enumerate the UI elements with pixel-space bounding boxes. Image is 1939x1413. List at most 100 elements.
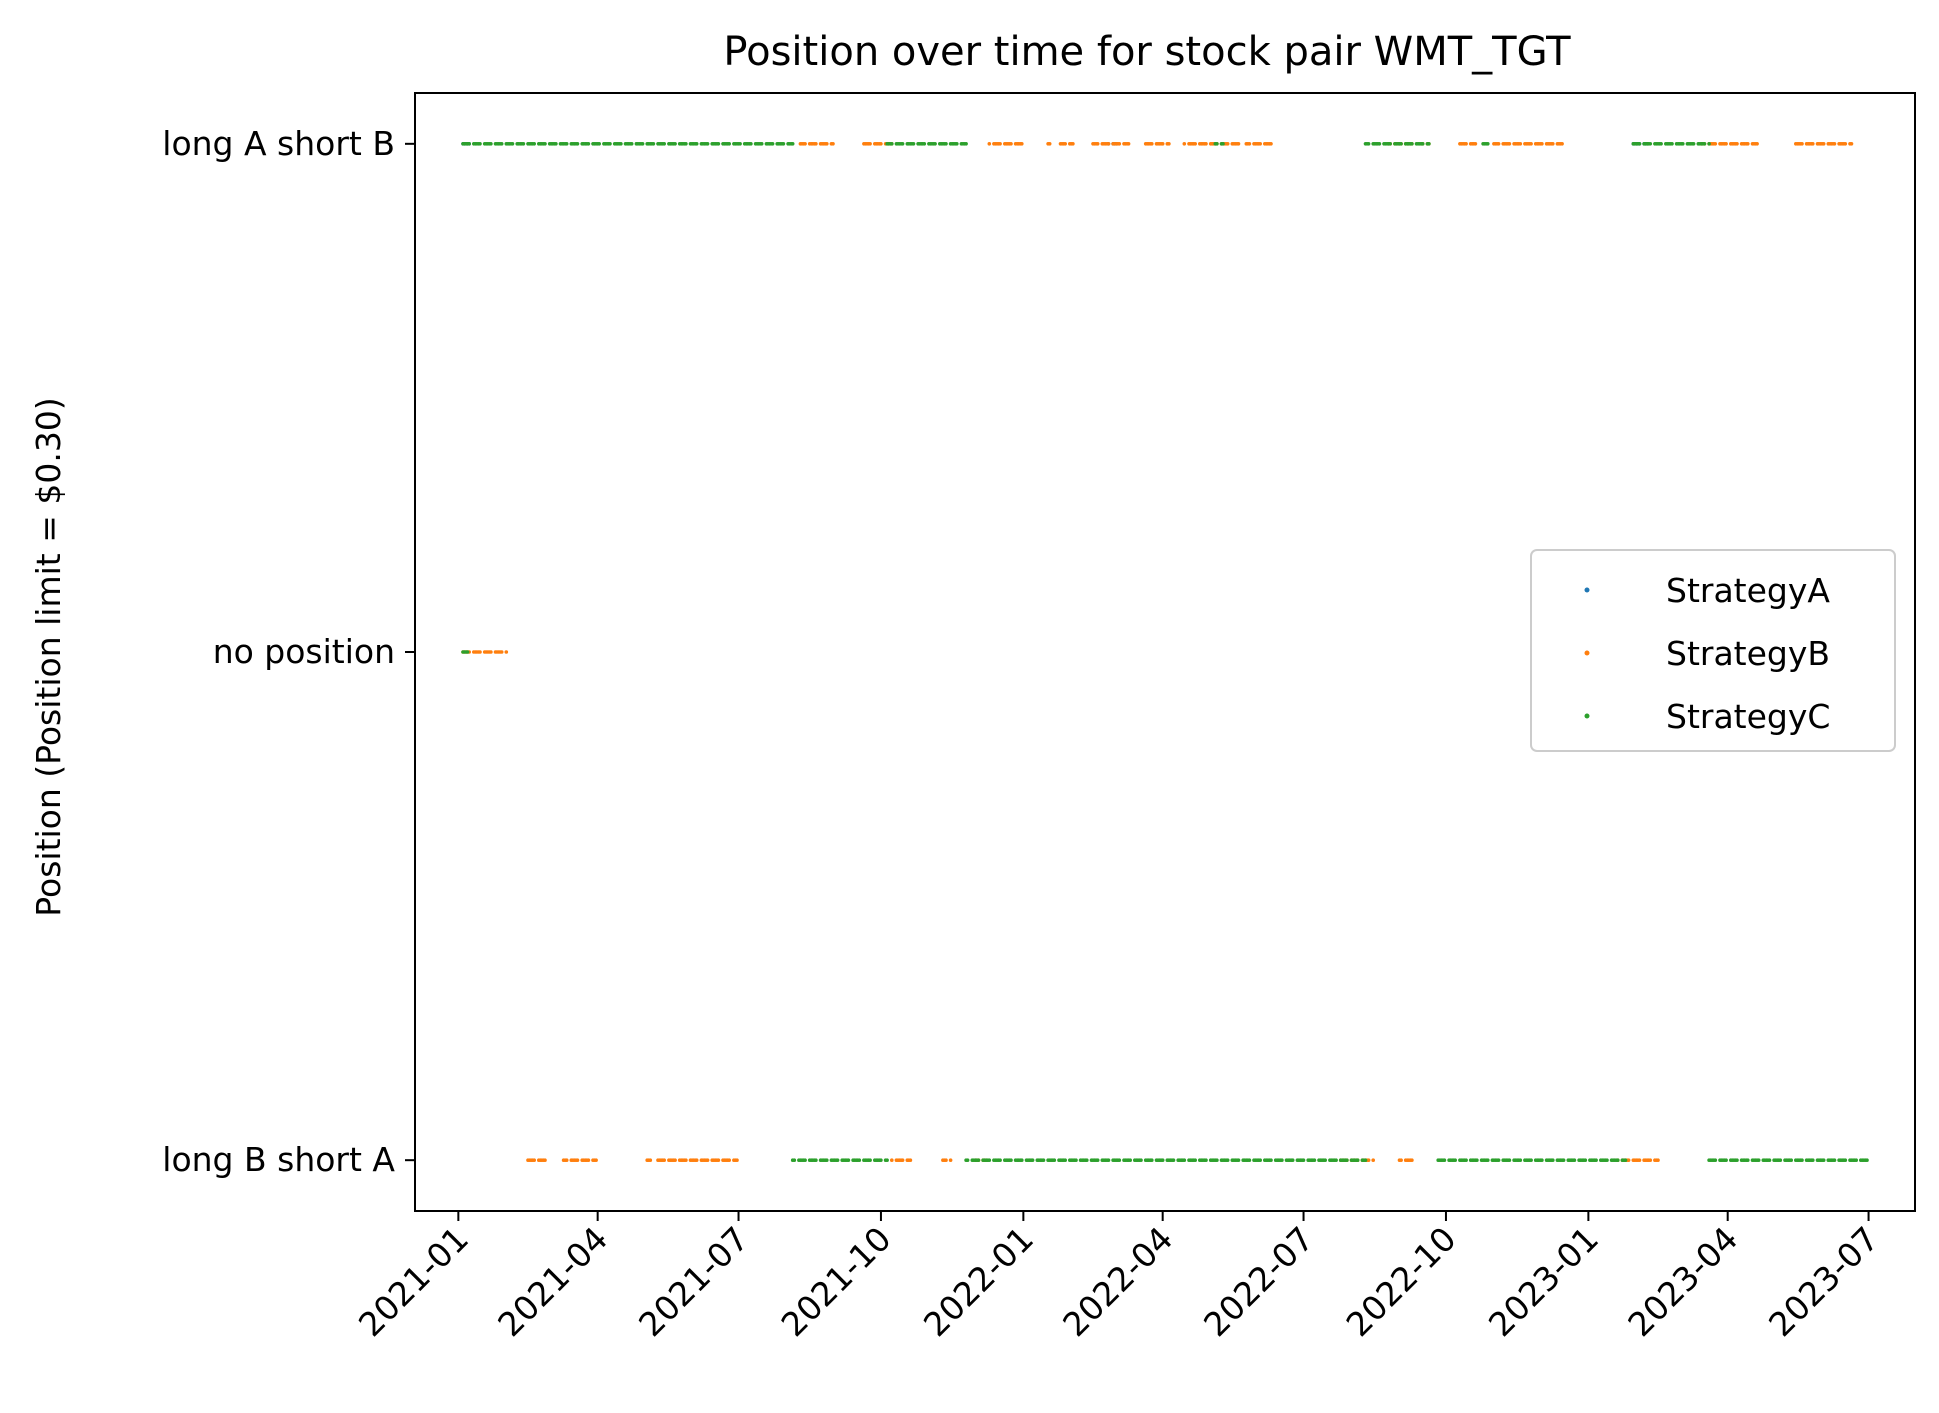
data-point xyxy=(1363,1158,1368,1162)
data-point xyxy=(825,1158,829,1162)
data-point xyxy=(1648,142,1653,146)
data-point xyxy=(1670,142,1674,146)
y-tick-label: no position xyxy=(213,632,395,671)
data-point xyxy=(885,1158,889,1162)
data-point xyxy=(1258,142,1262,146)
data-point xyxy=(1312,1158,1317,1162)
data-point xyxy=(1193,1158,1197,1162)
data-point xyxy=(575,1158,580,1162)
data-point xyxy=(1427,142,1431,146)
data-point xyxy=(857,1158,862,1162)
data-point xyxy=(831,142,835,146)
data-point xyxy=(532,1158,536,1162)
series-StrategyC xyxy=(461,142,1869,1162)
data-point xyxy=(1215,142,1219,146)
data-point xyxy=(1811,142,1815,146)
data-point xyxy=(1221,142,1225,146)
data-point xyxy=(694,142,699,146)
data-point xyxy=(1258,1158,1262,1162)
data-point xyxy=(1843,1158,1848,1162)
data-point xyxy=(1030,1158,1035,1162)
data-point xyxy=(1442,1158,1447,1162)
legend: StrategyA StrategyB StrategyC xyxy=(1530,549,1896,752)
data-points xyxy=(461,142,1869,1162)
data-point xyxy=(521,142,526,146)
data-point xyxy=(1095,1158,1100,1162)
data-point xyxy=(662,142,666,146)
data-point xyxy=(1371,1158,1375,1162)
data-point xyxy=(1475,1158,1479,1162)
data-point xyxy=(1789,1158,1793,1162)
data-point xyxy=(1063,142,1067,146)
data-point xyxy=(1106,142,1111,146)
data-point xyxy=(955,142,959,146)
data-point xyxy=(1345,1158,1349,1162)
data-point xyxy=(1551,142,1555,146)
data-point xyxy=(554,142,558,146)
data-point xyxy=(1746,1158,1750,1162)
data-point xyxy=(1464,1158,1468,1162)
data-point xyxy=(467,142,472,146)
data-point xyxy=(543,1158,547,1162)
data-point xyxy=(1399,1158,1403,1162)
data-point xyxy=(1453,1158,1457,1162)
data-point xyxy=(976,1158,981,1162)
data-point xyxy=(1052,1158,1057,1162)
data-point xyxy=(1746,142,1750,146)
data-point xyxy=(1301,1158,1306,1162)
data-point xyxy=(1551,1158,1555,1162)
data-point xyxy=(1247,142,1252,146)
data-point xyxy=(1518,1158,1523,1162)
data-point xyxy=(835,1158,840,1162)
data-point xyxy=(1626,1158,1631,1162)
data-point xyxy=(948,1158,953,1162)
data-point xyxy=(1473,142,1478,146)
data-point xyxy=(510,142,515,146)
data-point xyxy=(933,142,937,146)
data-point xyxy=(1009,1158,1013,1162)
data-point xyxy=(1724,142,1728,146)
data-point xyxy=(1656,1158,1660,1162)
data-point xyxy=(770,142,775,146)
data-point xyxy=(1236,1158,1241,1162)
data-point xyxy=(1854,1158,1858,1162)
data-point xyxy=(879,142,883,146)
data-point xyxy=(1269,1158,1273,1162)
data-point xyxy=(1496,1158,1501,1162)
data-point xyxy=(1182,142,1187,146)
data-point xyxy=(1540,1158,1544,1162)
data-point xyxy=(1204,1158,1208,1162)
data-point xyxy=(1821,142,1826,146)
data-point xyxy=(489,142,493,146)
data-point xyxy=(1821,1158,1826,1162)
data-point xyxy=(1707,142,1711,146)
data-point xyxy=(1366,1158,1371,1162)
data-point xyxy=(1355,1158,1360,1162)
data-point xyxy=(1713,142,1718,146)
data-point xyxy=(1800,1158,1804,1162)
data-point xyxy=(1366,142,1371,146)
data-point xyxy=(586,1158,591,1162)
data-point xyxy=(1182,1158,1187,1162)
data-point xyxy=(1150,142,1154,146)
data-point xyxy=(790,142,795,146)
data-point xyxy=(1323,1158,1327,1162)
data-point xyxy=(1507,142,1512,146)
data-point xyxy=(1800,142,1804,146)
data-point xyxy=(1334,1158,1338,1162)
y-tick-label: long A short B xyxy=(162,124,395,163)
legend-marker xyxy=(1584,650,1590,656)
data-point xyxy=(1529,142,1533,146)
data-point xyxy=(619,142,623,146)
data-point xyxy=(705,1158,710,1162)
data-point xyxy=(735,1158,739,1162)
data-point xyxy=(1128,1158,1132,1162)
data-point xyxy=(504,650,509,654)
data-point xyxy=(1063,1158,1067,1162)
data-point xyxy=(1377,142,1382,146)
y-axis-label: Position (Position limit = $0.30) xyxy=(29,397,68,916)
data-point xyxy=(1560,142,1564,146)
data-point xyxy=(908,1158,913,1162)
legend-entry: StrategyB xyxy=(1666,634,1830,673)
y-tick-label: long B short A xyxy=(162,1140,395,1179)
